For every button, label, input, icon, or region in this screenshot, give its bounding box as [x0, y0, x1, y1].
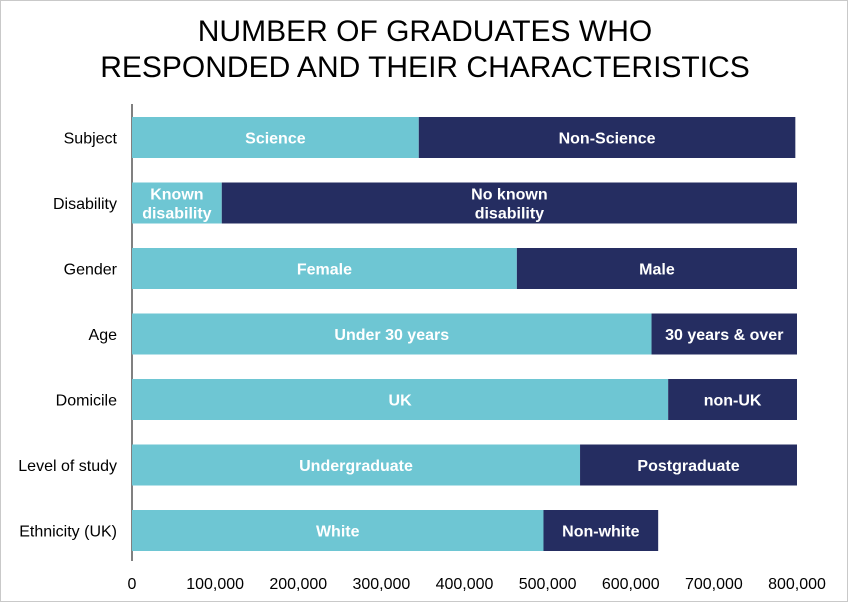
bar-segment-label: Non-white: [562, 524, 639, 541]
x-tick-label: 100,000: [186, 576, 244, 593]
bar-segment: [516, 248, 797, 289]
bar-segment: [132, 379, 669, 420]
bar-segment-label: Under 30 years: [334, 327, 449, 344]
bar-segment-label: Female: [297, 262, 352, 279]
bar-segment-label: Male: [639, 262, 675, 279]
bar-segment-label: Postgraduate: [637, 458, 739, 475]
bar-segment: [132, 444, 581, 486]
x-tick-label: 300,000: [352, 576, 410, 593]
bar-segment: [651, 313, 797, 355]
bar-segment-label: UK: [389, 393, 413, 410]
bar-segment-label: Known: [150, 187, 203, 204]
category-label: Subject: [64, 131, 118, 148]
x-tick-label: 600,000: [602, 576, 660, 593]
bar-segment-label: Science: [245, 131, 306, 148]
category-label: Level of study: [18, 458, 117, 475]
bar-segment-label: Non-Science: [559, 131, 656, 148]
bar-segment-label: disability: [142, 206, 211, 223]
category-label: Gender: [64, 262, 118, 279]
bar-segment: [132, 182, 222, 224]
bar-segment-label: 30 years & over: [665, 327, 783, 344]
bar-segment-label: White: [316, 524, 360, 541]
category-label: Disability: [53, 196, 117, 213]
category-label: Domicile: [56, 393, 117, 410]
bar-segment-label: disability: [475, 206, 544, 223]
bar-segment: [418, 117, 796, 158]
bar-segment: [132, 313, 652, 355]
bar-segment-label: No known: [471, 187, 547, 204]
title-line-2: RESPONDED AND THEIR CHARACTERISTICS: [100, 51, 750, 84]
x-tick-label: 0: [128, 576, 137, 593]
chart-title: NUMBER OF GRADUATES WHO RESPONDED AND TH…: [0, 14, 850, 86]
bar-segment: [132, 248, 517, 289]
x-tick-label: 500,000: [519, 576, 577, 593]
bar-segment: [580, 444, 797, 486]
bar-segment-label: non-UK: [704, 393, 762, 410]
x-tick-label: 800,000: [768, 576, 826, 593]
bar-segment: [668, 379, 797, 420]
bar-segment: [221, 182, 797, 224]
bar-segment: [132, 117, 419, 158]
bar-segment-label: Undergraduate: [299, 458, 413, 475]
x-tick-label: 400,000: [436, 576, 494, 593]
bar-segment: [132, 510, 544, 551]
x-tick-label: 200,000: [269, 576, 327, 593]
x-tick-label: 700,000: [685, 576, 743, 593]
category-label: Age: [89, 327, 118, 344]
bar-segment: [543, 510, 659, 551]
title-line-1: NUMBER OF GRADUATES WHO: [197, 15, 653, 48]
category-label: Ethnicity (UK): [19, 524, 117, 541]
